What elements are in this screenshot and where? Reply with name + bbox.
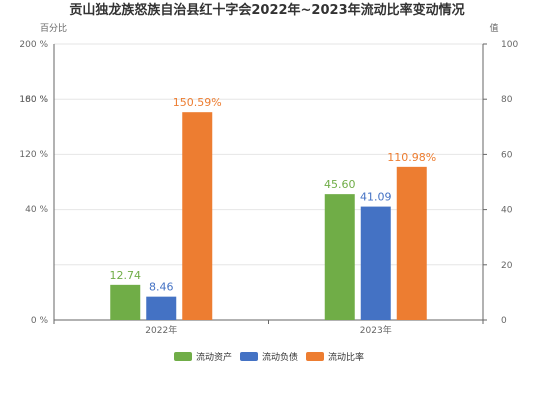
right-axis-tick-label: 60 bbox=[501, 150, 513, 160]
left-axis-tick-label: 160 % bbox=[19, 95, 48, 105]
right-axis-tick-label: 40 bbox=[501, 206, 513, 216]
data-label: 45.60 bbox=[324, 178, 356, 191]
data-label: 8.46 bbox=[149, 281, 174, 294]
legend-label: 流动负债 bbox=[262, 351, 298, 363]
x-axis-tick-label: 2023年 bbox=[360, 324, 392, 336]
axes: 0 20 40 60 80 100 0 % 40 % 120 % 160 %180 % 200 % 2… bbox=[19, 40, 518, 336]
bar bbox=[396, 166, 427, 320]
legend-label: 流动比率 bbox=[328, 351, 364, 363]
right-axis-tick-label: 20 bbox=[501, 261, 513, 271]
bar bbox=[110, 284, 141, 320]
left-axis-tick-label: 0 % bbox=[31, 316, 49, 326]
data-labels: 12.74 8.46 150.59% 45.60 41.09 110.98% bbox=[110, 96, 437, 293]
bars bbox=[110, 112, 427, 321]
legend-swatch bbox=[174, 352, 192, 361]
legend-label: 流动资产 bbox=[196, 351, 232, 363]
legend[interactable]: 流动资产 流动负债 流动比率 bbox=[174, 351, 364, 363]
right-axis-tick-label: 80 bbox=[501, 95, 513, 105]
legend-swatch bbox=[306, 352, 324, 361]
left-axis-tick-label: 120 % bbox=[19, 150, 48, 160]
right-axis-tick-label: 100 bbox=[501, 40, 518, 50]
left-axis-name: 百分比 bbox=[40, 22, 67, 34]
bar bbox=[324, 194, 355, 320]
data-label: 110.98% bbox=[387, 151, 436, 164]
left-axis-tick-label: 40 % bbox=[25, 205, 48, 215]
chart-title: 贡山独龙族怒族自治县红十字会2022年~2023年流动比率变动情况 bbox=[69, 2, 464, 18]
x-axis-tick-label: 2022年 bbox=[145, 324, 177, 336]
data-label: 41.09 bbox=[360, 191, 392, 204]
legend-swatch bbox=[240, 352, 258, 361]
data-label: 12.74 bbox=[110, 269, 142, 282]
left-axis-tick-label: 200 % bbox=[19, 40, 48, 50]
bar bbox=[360, 206, 391, 320]
bar bbox=[182, 112, 213, 321]
data-label: 150.59% bbox=[173, 96, 222, 109]
right-axis-name: 值 bbox=[489, 22, 498, 34]
left-axis-tick-label: 180 % bbox=[19, 95, 48, 105]
right-axis-tick-label: 0 bbox=[501, 316, 507, 326]
bar bbox=[146, 296, 177, 320]
